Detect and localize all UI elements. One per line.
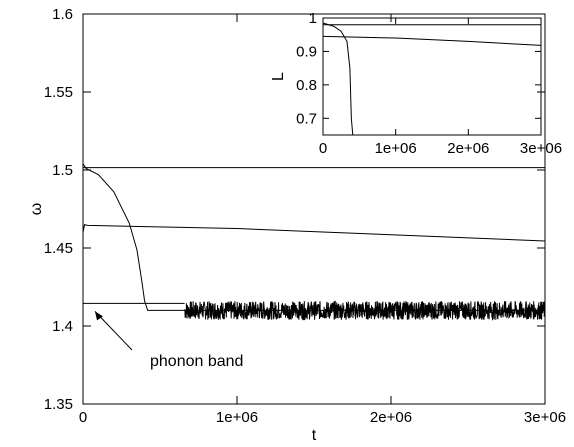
- inset-x-tick-label: 2e+06: [447, 140, 489, 157]
- series-line-2: [82, 163, 545, 311]
- y-axis-label: ω: [28, 203, 45, 216]
- x-tick-label: 1e+06: [216, 409, 258, 426]
- y-tick-label: 1.45: [44, 240, 73, 257]
- phonon-band-arrowhead: [95, 311, 103, 321]
- inset-y-tick-label: 0.8: [296, 77, 317, 94]
- inset-series-line-2: [322, 22, 354, 136]
- y-tick-label: 1.5: [52, 162, 73, 179]
- x-tick-label: 2e+06: [370, 409, 412, 426]
- inset-x-tick-label: 3e+06: [520, 140, 562, 157]
- series-line-2-fluctuation: [184, 300, 546, 321]
- inset-series-line-3: [322, 35, 542, 46]
- x-tick-label: 0: [79, 409, 87, 426]
- plot-frame: [82, 13, 546, 405]
- x-tick-label: 3e+06: [524, 409, 566, 426]
- y-tick-label: 1.6: [52, 6, 73, 23]
- x-axis-label: t: [312, 427, 317, 444]
- inset-y-axis-label: L: [270, 72, 287, 81]
- y-tick-label: 1.35: [44, 396, 73, 413]
- main-plot: 0 1e+06 2e+06 3e+06 1.35 1.4 1.45 1.5 1.55 1.6 t ω p…: [28, 6, 566, 444]
- y-tick-label: 1.4: [52, 318, 73, 335]
- inset-y-tick-label: 0.7: [296, 110, 317, 127]
- y-tick-label: 1.55: [44, 84, 73, 101]
- phonon-band-label: phonon band: [150, 353, 243, 370]
- inset-y-tick-label: 0.9: [296, 43, 317, 60]
- inset-plot-frame: [322, 17, 542, 136]
- inset-x-tick-label: 1e+06: [375, 140, 417, 157]
- series-line-3: [82, 223, 546, 242]
- inset-y-tick-label: 1: [309, 10, 317, 27]
- inset-x-tick-label: 0: [319, 140, 327, 157]
- phonon-band-arrow: [94, 311, 133, 351]
- inset-plot: 0 1e+06 2e+06 3e+06 0.7 0.8 0.9 1 L: [270, 10, 562, 157]
